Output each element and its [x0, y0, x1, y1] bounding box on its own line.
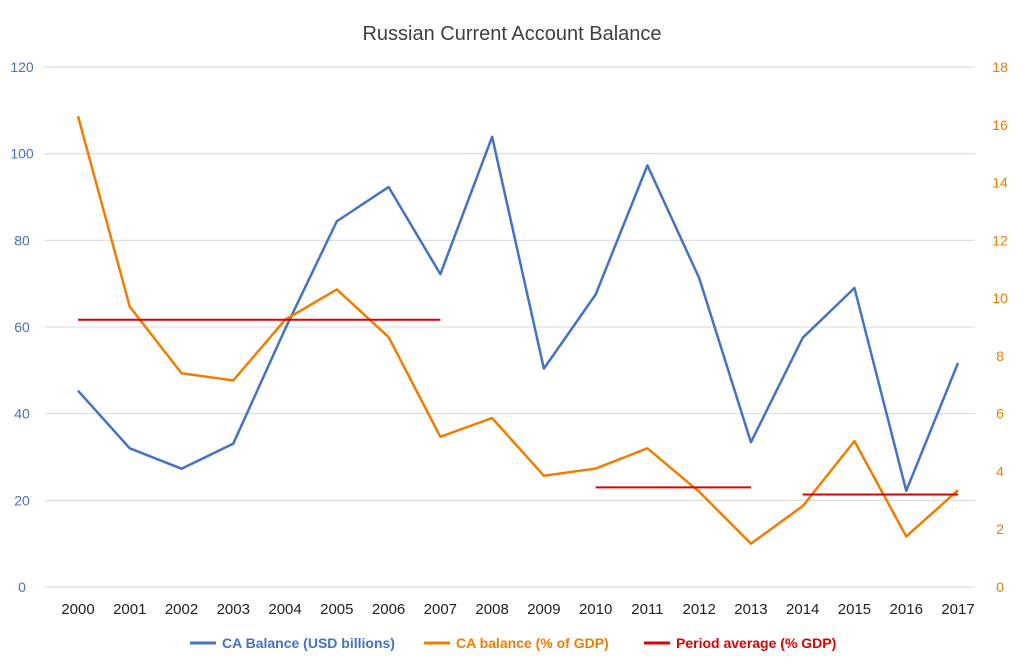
right-axis-tick-label: 8 — [996, 348, 1004, 364]
right-axis-tick-label: 18 — [992, 59, 1008, 75]
x-axis-tick-label: 2013 — [734, 601, 767, 618]
left-axis-tick-label: 40 — [14, 406, 30, 422]
x-axis-tick-label: 2006 — [372, 601, 405, 618]
gridlines — [45, 66, 975, 588]
left-axis: 0 20 40 60 80 100 120 — [10, 59, 34, 595]
chart-title: Russian Current Account Balance — [362, 23, 661, 45]
left-axis-tick-label: 100 — [10, 146, 34, 162]
x-axis-tick-label: 2007 — [424, 601, 457, 618]
x-axis-tick-label: 2016 — [890, 601, 923, 618]
x-axis: 2000 2001 2002 2003 2004 2005 2006 2007 2008 2009… — [61, 601, 974, 618]
x-axis-tick-label: 2010 — [579, 601, 612, 618]
right-axis-tick-label: 2 — [996, 521, 1004, 537]
x-axis-tick-label: 2009 — [527, 601, 560, 618]
x-axis-tick-label: 2003 — [217, 601, 250, 618]
series-line-2 — [76, 115, 959, 545]
left-axis-tick-label: 20 — [14, 492, 30, 508]
x-axis-tick-label: 2004 — [268, 601, 301, 618]
legend-label: CA balance (% of GDP) — [456, 635, 609, 651]
series-lines — [76, 115, 960, 545]
x-axis-tick-label: 2017 — [941, 601, 974, 618]
x-axis-tick-label: 2002 — [165, 601, 198, 618]
right-axis: 0 2 4 6 8 10 12 14 16 18 — [992, 59, 1008, 595]
x-axis-tick-label: 2008 — [475, 601, 508, 618]
x-axis-tick-label: 2000 — [61, 601, 94, 618]
x-axis-tick-label: 2001 — [113, 601, 146, 618]
right-axis-tick-label: 4 — [996, 463, 1004, 479]
right-axis-tick-label: 12 — [992, 232, 1008, 248]
left-axis-tick-label: 0 — [18, 579, 26, 595]
left-axis-tick-label: 60 — [14, 319, 30, 335]
series-line-1 — [77, 135, 960, 493]
right-axis-tick-label: 14 — [992, 175, 1008, 191]
right-axis-tick-label: 10 — [992, 290, 1008, 306]
left-axis-tick-label: 120 — [10, 59, 34, 75]
right-axis-tick-label: 0 — [996, 579, 1004, 595]
x-axis-tick-label: 2014 — [786, 601, 819, 618]
x-axis-tick-label: 2005 — [320, 601, 353, 618]
left-axis-tick-label: 80 — [14, 232, 30, 248]
legend: CA Balance (USD billions) CA balance (% o… — [190, 635, 836, 651]
x-axis-tick-label: 2011 — [631, 601, 663, 618]
right-axis-tick-label: 6 — [996, 406, 1004, 422]
legend-label: CA Balance (USD billions) — [222, 635, 395, 651]
legend-label: Period average (% GDP) — [676, 635, 836, 651]
x-axis-tick-label: 2012 — [682, 601, 715, 618]
right-axis-tick-label: 16 — [992, 117, 1008, 133]
x-axis-tick-label: 2015 — [838, 601, 871, 618]
